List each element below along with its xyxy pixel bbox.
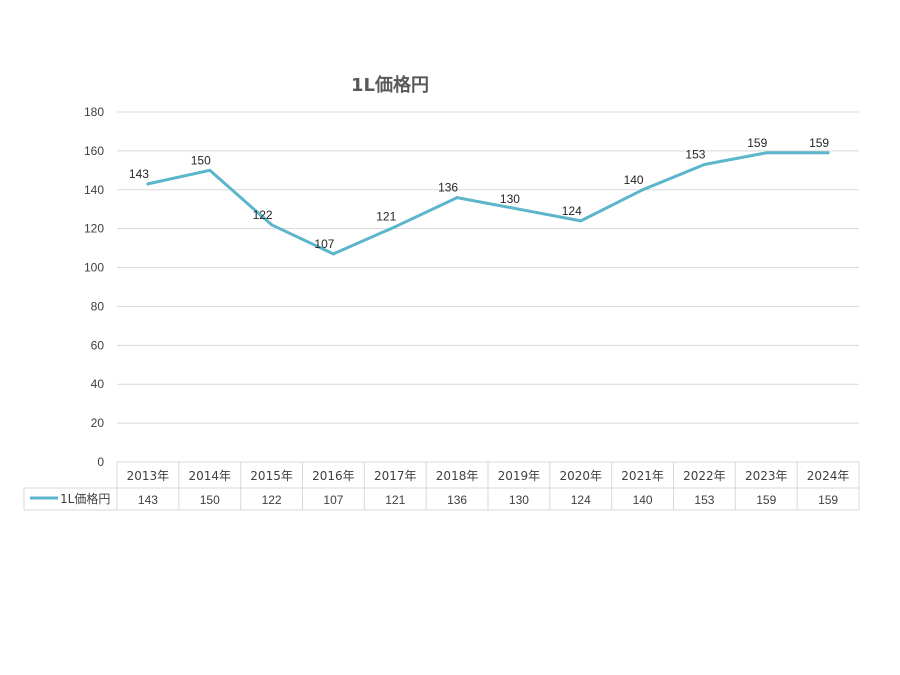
- table-value-cell: 159: [756, 493, 776, 507]
- data-point: [579, 219, 583, 223]
- x-tick-label: 2024年: [807, 469, 850, 483]
- data-label: 121: [376, 210, 396, 224]
- y-tick-label: 120: [84, 222, 104, 236]
- data-point: [702, 163, 706, 166]
- data-point: [517, 207, 521, 211]
- data-point: [146, 182, 150, 186]
- y-tick-label: 160: [84, 144, 104, 158]
- y-tick-label: 100: [84, 261, 104, 275]
- data-point: [641, 188, 645, 192]
- table-value-cell: 107: [323, 493, 343, 507]
- data-label: 143: [129, 167, 149, 181]
- data-label: 130: [500, 192, 520, 206]
- data-point: [826, 151, 830, 155]
- table-value-cell: 136: [447, 493, 467, 507]
- y-tick-label: 40: [91, 377, 105, 391]
- legend-label: 1L価格円: [60, 491, 110, 506]
- x-tick-label: 2015年: [250, 469, 293, 483]
- table-value-cell: 159: [818, 493, 838, 507]
- data-point: [331, 252, 335, 256]
- data-label: 150: [191, 153, 211, 167]
- data-table: 2013年 2014年 2015年 2016年 2017年 2018年 2019年 2020年…: [23, 461, 860, 511]
- series-line: [146, 151, 830, 256]
- y-tick-label: 140: [84, 183, 104, 197]
- table-value-cell: 124: [571, 493, 591, 507]
- table-value-cell: 122: [262, 493, 282, 507]
- data-point: [455, 196, 459, 200]
- data-point: [270, 223, 274, 227]
- data-point: [393, 225, 397, 229]
- y-tick-label: 0: [97, 455, 104, 469]
- y-axis: 0 20 40 60 80 100 120 140 160 180: [84, 105, 104, 469]
- series-group: [146, 151, 830, 256]
- x-tick-label: 2017年: [374, 469, 417, 483]
- data-point: [208, 168, 212, 172]
- table-value-cell: 153: [694, 493, 714, 507]
- table-value-cell: 130: [509, 493, 529, 507]
- x-tick-label: 2013年: [127, 469, 170, 483]
- x-tick-label: 2023年: [745, 469, 788, 483]
- x-tick-label: 2020年: [559, 469, 602, 483]
- table-value-cell: 121: [385, 493, 405, 507]
- y-tick-label: 180: [84, 105, 104, 119]
- data-label: 159: [747, 136, 767, 150]
- table-value-cell: 150: [200, 493, 220, 507]
- x-tick-label: 2014年: [188, 469, 231, 483]
- x-tick-label: 2016年: [312, 469, 355, 483]
- data-label: 124: [562, 204, 582, 218]
- data-label: 153: [685, 148, 705, 162]
- x-tick-label: 2018年: [436, 469, 479, 483]
- y-tick-label: 20: [91, 416, 105, 430]
- data-label: 136: [438, 181, 458, 195]
- y-tick-label: 60: [91, 338, 105, 352]
- data-label: 159: [809, 136, 829, 150]
- x-tick-label: 2021年: [621, 469, 664, 483]
- chart-title: 1L価格円: [351, 74, 429, 96]
- data-label: 107: [314, 237, 334, 251]
- x-tick-label: 2019年: [498, 469, 541, 483]
- table-value-cell: 140: [633, 493, 653, 507]
- data-label: 140: [624, 173, 644, 187]
- table-value-cell: 143: [138, 493, 158, 507]
- y-tick-label: 80: [91, 299, 105, 313]
- data-labels: 143 150 122 107 121 136 130 124 140 153 159 159: [129, 136, 830, 251]
- x-tick-label: 2022年: [683, 469, 726, 483]
- data-label: 122: [253, 208, 273, 222]
- grid-lines: [117, 111, 859, 424]
- data-point: [764, 151, 768, 155]
